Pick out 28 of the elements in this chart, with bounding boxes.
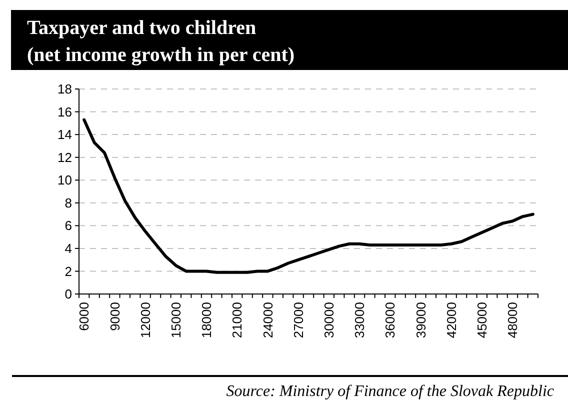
x-tick-label: 48000 bbox=[505, 302, 520, 338]
x-tick-label: 39000 bbox=[413, 302, 428, 338]
x-tick-label: 12000 bbox=[138, 302, 153, 338]
y-tick-label: 4 bbox=[64, 240, 72, 256]
chart-title: Taxpayer and two children (net income growth in per cent) bbox=[27, 17, 295, 66]
x-tick-label: 42000 bbox=[444, 302, 459, 338]
x-tick-label: 30000 bbox=[321, 302, 336, 338]
y-tick-label: 16 bbox=[58, 104, 72, 120]
x-tick-label: 27000 bbox=[290, 302, 306, 338]
line-series bbox=[82, 118, 534, 274]
x-tick-label: 36000 bbox=[382, 302, 398, 338]
source-note: Source: Ministry of Finance of the Slovak Republic bbox=[226, 383, 554, 400]
y-tick-label: 6 bbox=[64, 218, 72, 234]
x-tick-label: 45000 bbox=[474, 302, 490, 338]
x-tick-label: 33000 bbox=[352, 302, 368, 338]
y-tick-label: 0 bbox=[64, 286, 72, 302]
x-tick-label: 15000 bbox=[168, 302, 184, 338]
y-tick-label: 2 bbox=[64, 264, 72, 279]
x-tick-label: 24000 bbox=[260, 302, 276, 338]
y-tick-label: 12 bbox=[58, 150, 72, 165]
y-tick-label: 14 bbox=[58, 127, 72, 142]
y-tick-label: 10 bbox=[58, 172, 72, 188]
y-tick-label: 18 bbox=[58, 82, 72, 97]
x-tick-label: 6000 bbox=[76, 302, 92, 331]
x-tick-label: 9000 bbox=[107, 302, 122, 331]
x-tick-label: 21000 bbox=[230, 302, 245, 338]
y-tick-label: 8 bbox=[64, 195, 72, 210]
x-tick-label: 18000 bbox=[199, 302, 214, 338]
